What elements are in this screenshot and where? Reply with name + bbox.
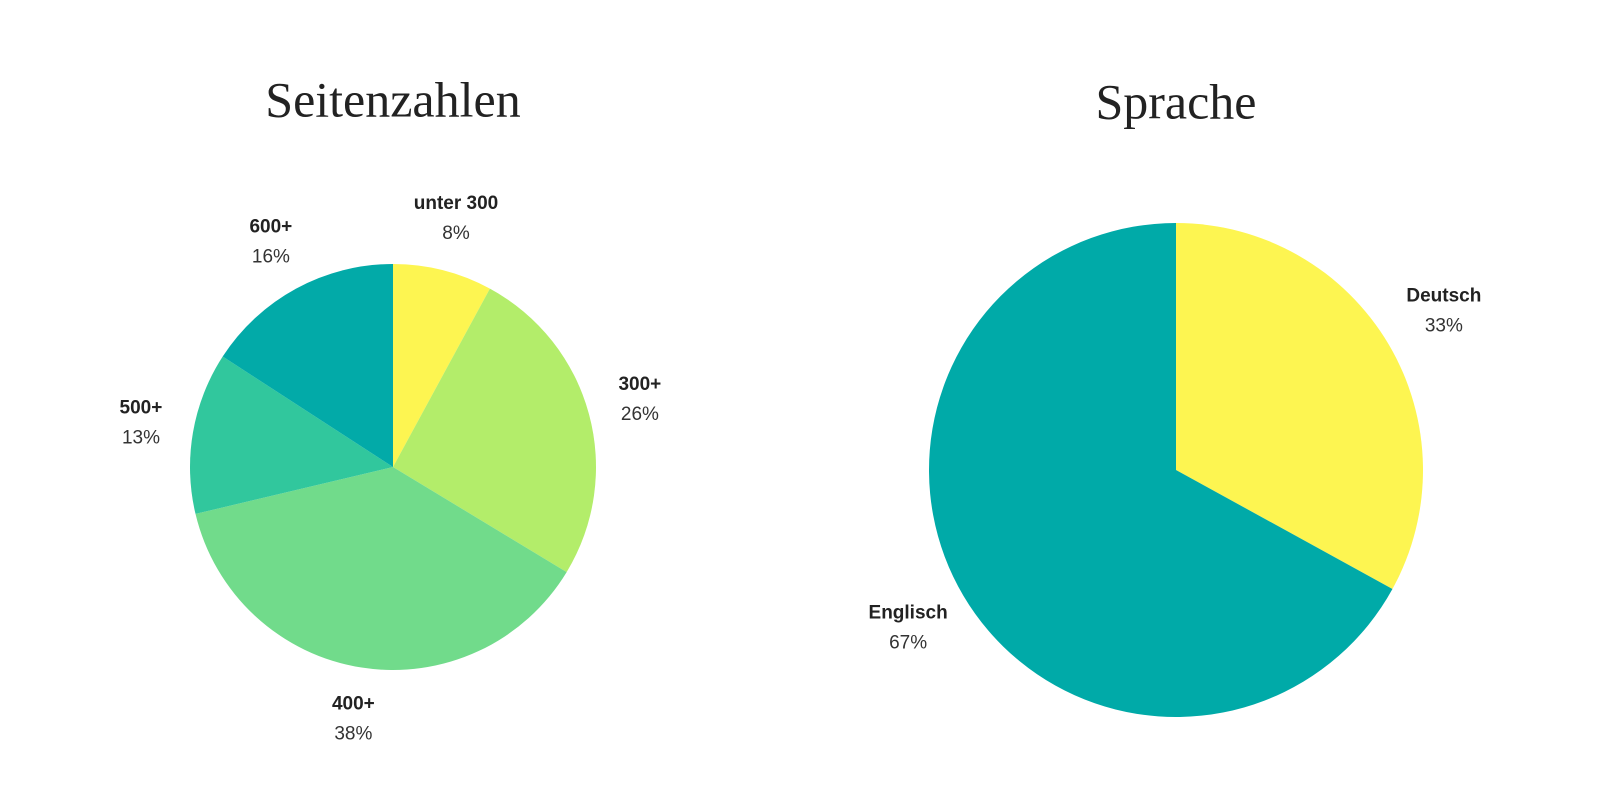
slice-value: 16% <box>252 246 290 267</box>
slice-value: 8% <box>442 223 470 244</box>
slice-value: 67% <box>889 632 927 653</box>
slice-label: Englisch <box>869 602 948 623</box>
slice-value: 38% <box>334 724 372 745</box>
pie-slice <box>1176 223 1423 589</box>
slice-label: 400+ <box>332 694 375 715</box>
slice-label: 300+ <box>618 374 661 395</box>
slice-label: unter 300 <box>414 193 498 214</box>
slice-label: 500+ <box>120 397 163 418</box>
pie-slice <box>222 264 393 467</box>
slice-value: 26% <box>621 404 659 425</box>
chart-title: Seitenzahlen <box>265 71 520 127</box>
chart-title: Sprache <box>1095 73 1256 129</box>
slice-value: 33% <box>1425 316 1463 337</box>
pie-slice <box>929 223 1393 717</box>
slice-label: Deutsch <box>1406 286 1481 307</box>
pie-slice <box>195 467 567 670</box>
pie-slice <box>190 356 393 514</box>
slice-label: 600+ <box>249 216 292 237</box>
slice-value: 13% <box>122 427 160 448</box>
pie-slice <box>393 264 490 467</box>
pie-slice <box>393 288 596 573</box>
